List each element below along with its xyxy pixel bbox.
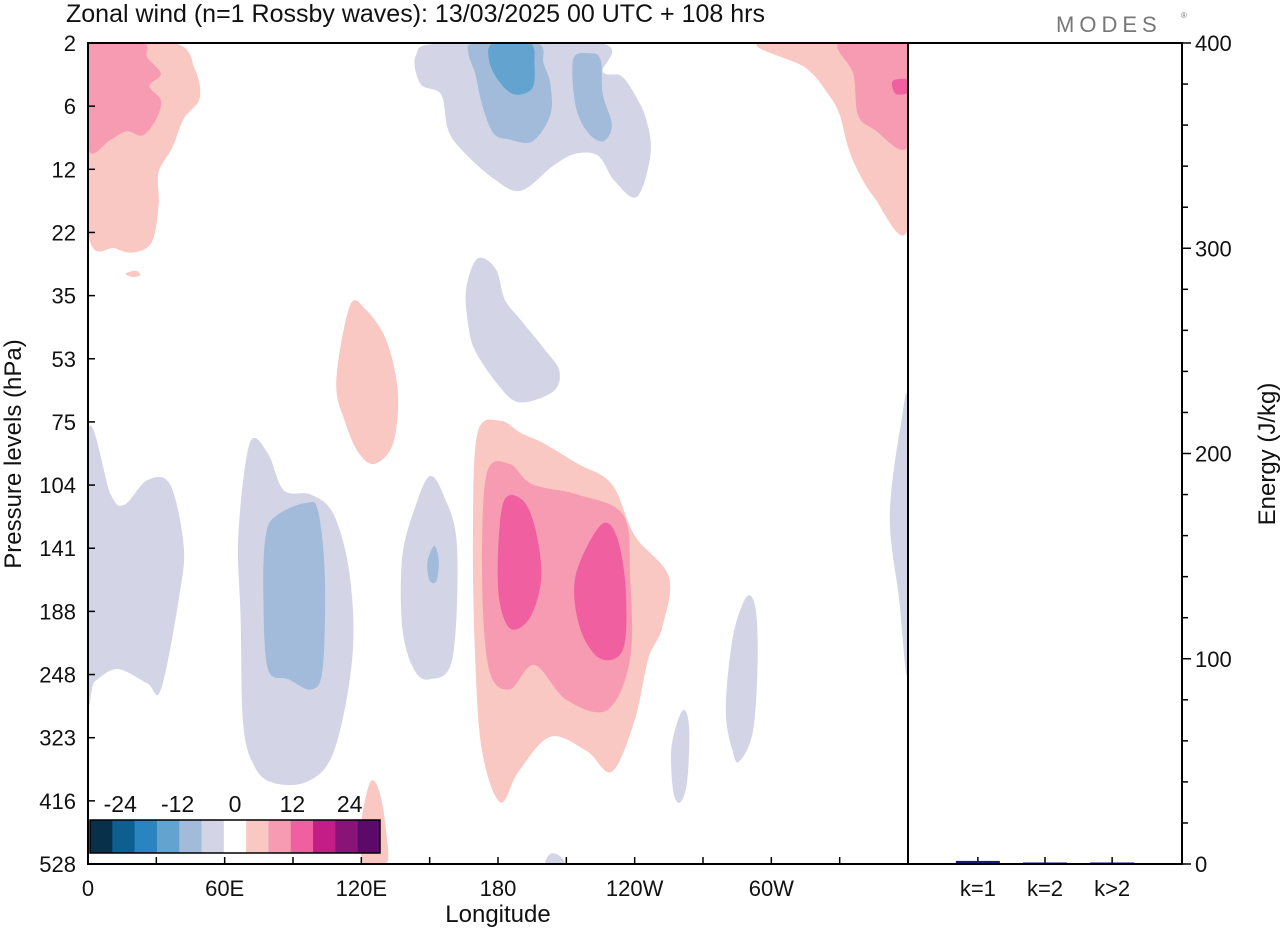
contour-region-10 xyxy=(465,257,560,403)
y-tick-label: 188 xyxy=(39,599,76,624)
energy-bar xyxy=(955,860,1000,864)
x-tick-label: 180 xyxy=(480,876,517,901)
contour-region-1 xyxy=(88,43,162,154)
colorbar-tick-label: 24 xyxy=(337,791,363,817)
y-tick-label: 528 xyxy=(39,852,76,877)
colorbar-tick-label: -24 xyxy=(104,791,137,817)
contour-region-25 xyxy=(545,853,565,864)
x-tick-label: 60E xyxy=(205,876,244,901)
colorbar-swatch xyxy=(223,820,247,853)
contour-region-22 xyxy=(889,393,908,677)
y-tick-label: 53 xyxy=(52,347,76,372)
longitude-axis: 0 60E 120E 180 120W 60W xyxy=(82,857,909,901)
contour-region-20 xyxy=(574,522,627,661)
y-tick-label: 35 xyxy=(52,284,76,309)
colorbar-tick-label: 0 xyxy=(229,791,242,817)
contour-region-21 xyxy=(725,595,758,763)
y-tick-label: 141 xyxy=(39,536,76,561)
y-tick-label: 6 xyxy=(64,94,76,119)
energy-tick-label: 400 xyxy=(1195,31,1232,56)
energy-category-label: k>2 xyxy=(1094,876,1130,901)
colorbar-swatch xyxy=(290,820,314,853)
contour-region-5 xyxy=(488,43,535,95)
modes-logo-mark: ® xyxy=(1181,11,1187,20)
y-tick-label: 248 xyxy=(39,663,76,688)
y-tick-label: 22 xyxy=(52,220,76,245)
contour-region-23 xyxy=(670,709,690,803)
contour-region-9 xyxy=(891,78,908,95)
contour-region-14 xyxy=(263,501,326,690)
colorbar-swatch xyxy=(201,820,225,853)
colorbar-swatch xyxy=(156,820,180,853)
energy-category-label: k=1 xyxy=(960,876,996,901)
energy-tick-label: 300 xyxy=(1195,236,1232,261)
colorbar-swatch xyxy=(357,820,381,853)
contour-region-6 xyxy=(572,52,612,142)
colorbar-swatch xyxy=(246,820,269,853)
y-tick-label: 416 xyxy=(39,789,76,814)
modes-logo: MODES xyxy=(1056,12,1162,37)
y-tick-label: 12 xyxy=(52,157,76,182)
colorbar-tick-label: -12 xyxy=(161,791,194,817)
x-tick-label: 120W xyxy=(606,876,664,901)
energy-tick-label: 200 xyxy=(1195,442,1232,467)
colorbar-swatch xyxy=(179,820,203,853)
y-tick-label: 2 xyxy=(64,31,76,56)
colorbar-tick-label: 12 xyxy=(280,791,306,817)
energy-axis-label: Energy (J/kg) xyxy=(1254,383,1280,526)
x-tick-label: 120E xyxy=(336,876,387,901)
plot-frames xyxy=(87,42,1183,865)
y-tick-label: 75 xyxy=(52,410,76,435)
energy-category-label: k=2 xyxy=(1027,876,1063,901)
contour-region-12 xyxy=(88,425,185,707)
x-tick-label: 60W xyxy=(749,876,794,901)
y-axis-label: Pressure levels (hPa) xyxy=(0,339,27,568)
y-tick-label: 323 xyxy=(39,726,76,751)
colorbar-frame xyxy=(89,819,381,854)
colorbar-swatch xyxy=(134,820,158,853)
pressure-axis: 2 6 12 22 35 53 75 104 141 188 248 323 416 528 xyxy=(39,31,95,877)
colorbar-swatch xyxy=(90,820,113,853)
contour-region-2 xyxy=(125,270,141,277)
contour-region-11 xyxy=(336,300,399,465)
contour-region-19 xyxy=(497,494,542,630)
colorbar-swatch xyxy=(112,820,136,853)
colorbar-swatch xyxy=(335,820,359,853)
colorbar-swatch xyxy=(268,820,292,853)
energy-tick-label: 100 xyxy=(1195,647,1232,672)
y-tick-label: 104 xyxy=(39,473,76,498)
contour-region-8 xyxy=(837,43,908,150)
x-axis-label: Longitude xyxy=(445,901,550,928)
chart-title: Zonal wind (n=1 Rossby waves): 13/03/202… xyxy=(66,0,765,28)
colorbar-swatch xyxy=(313,820,336,853)
energy-panel: 0 100 200 300 400 k=1 k=2 k>2 xyxy=(955,31,1232,901)
x-tick-label: 0 xyxy=(82,876,94,901)
contour-fills xyxy=(88,43,908,864)
energy-tick-label: 0 xyxy=(1195,852,1207,877)
colorbar: -24 -12 0 12 24 xyxy=(89,791,381,854)
contour-region-16 xyxy=(427,545,439,584)
energy-frame xyxy=(907,42,1183,865)
